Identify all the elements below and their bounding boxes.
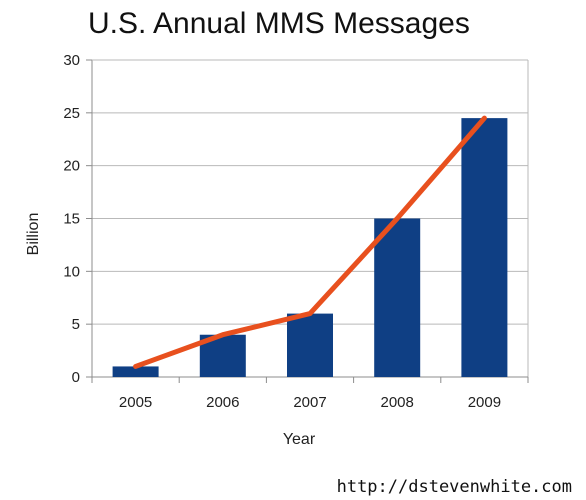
x-axis-title: Year: [283, 431, 316, 448]
y-tick-label: 30: [63, 52, 80, 69]
bar: [374, 218, 421, 377]
line-series: [133, 115, 487, 369]
y-tick-labels: 0 5 10 15 20 25 30: [63, 52, 80, 386]
y-tick-label: 25: [63, 105, 80, 122]
y-tick-label: 20: [63, 158, 80, 175]
chart-title: U.S. Annual MMS Messages: [88, 7, 470, 40]
bar-series: [112, 118, 508, 377]
y-tick-label: 15: [63, 211, 80, 228]
trend-line: [133, 115, 487, 369]
x-tick-label: 2008: [381, 394, 414, 411]
bar: [287, 313, 333, 377]
x-tick-label: 2005: [119, 394, 152, 411]
y-axis-title: Billion: [25, 213, 42, 256]
x-tick-label: 2006: [206, 394, 239, 411]
credit-text: http://dstevenwhite.com: [337, 477, 572, 497]
bar: [112, 366, 159, 377]
x-tick-label: 2007: [293, 394, 326, 411]
y-tick-label: 10: [63, 263, 80, 280]
y-tick-label: 0: [72, 369, 80, 386]
x-tick-label: 2009: [468, 394, 501, 411]
bar: [461, 118, 508, 377]
x-tick-labels: 2005 2006 2007 2008 2009: [119, 394, 501, 411]
y-tick-label: 5: [72, 316, 80, 333]
